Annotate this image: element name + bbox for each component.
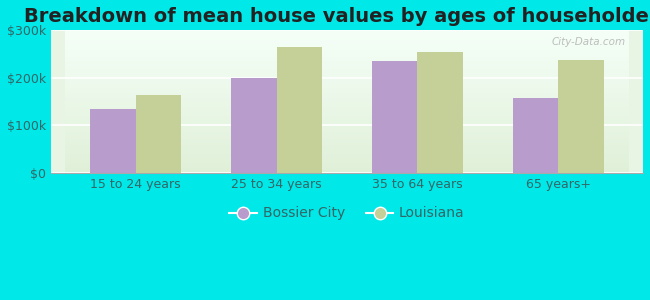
Text: City-Data.com: City-Data.com	[551, 38, 625, 47]
Bar	[514, 98, 558, 173]
Bar	[135, 95, 181, 173]
Title: Breakdown of mean house values by ages of householders: Breakdown of mean house values by ages o…	[24, 7, 650, 26]
Bar	[231, 78, 276, 173]
Legend: Bossier City, Louisiana: Bossier City, Louisiana	[224, 201, 470, 226]
Bar	[90, 109, 135, 173]
Bar	[558, 60, 604, 173]
Bar	[276, 47, 322, 173]
Bar	[417, 52, 463, 173]
Bar	[372, 61, 417, 173]
